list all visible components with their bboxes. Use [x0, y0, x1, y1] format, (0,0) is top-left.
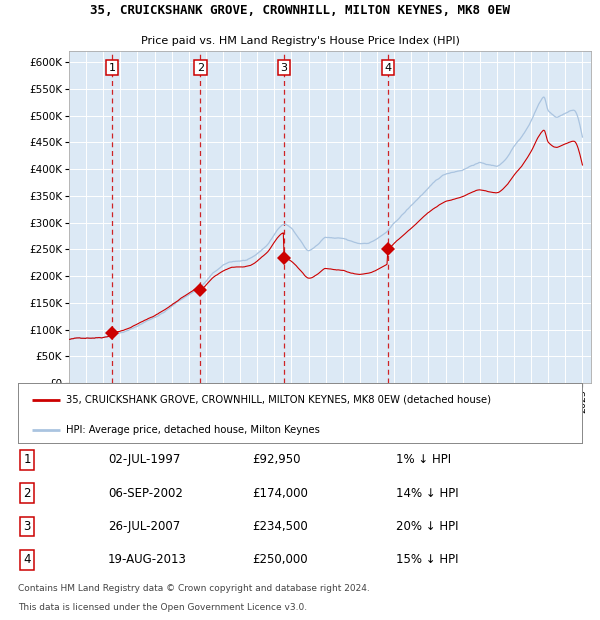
Text: 19-AUG-2013: 19-AUG-2013	[108, 554, 187, 567]
Text: 14% ↓ HPI: 14% ↓ HPI	[396, 487, 458, 500]
Text: 1: 1	[23, 453, 31, 466]
Text: 2: 2	[197, 63, 204, 73]
Text: 02-JUL-1997: 02-JUL-1997	[108, 453, 181, 466]
Text: Price paid vs. HM Land Registry's House Price Index (HPI): Price paid vs. HM Land Registry's House …	[140, 37, 460, 46]
Text: 1% ↓ HPI: 1% ↓ HPI	[396, 453, 451, 466]
Text: 1: 1	[109, 63, 115, 73]
Text: 3: 3	[280, 63, 287, 73]
Text: 2: 2	[23, 487, 31, 500]
Text: 3: 3	[23, 520, 31, 533]
Text: £234,500: £234,500	[252, 520, 308, 533]
Text: This data is licensed under the Open Government Licence v3.0.: This data is licensed under the Open Gov…	[18, 603, 307, 613]
Text: 26-JUL-2007: 26-JUL-2007	[108, 520, 180, 533]
Text: 35, CRUICKSHANK GROVE, CROWNHILL, MILTON KEYNES, MK8 0EW (detached house): 35, CRUICKSHANK GROVE, CROWNHILL, MILTON…	[66, 395, 491, 405]
Text: 4: 4	[23, 554, 31, 567]
Text: 20% ↓ HPI: 20% ↓ HPI	[396, 520, 458, 533]
Text: £174,000: £174,000	[252, 487, 308, 500]
Text: 15% ↓ HPI: 15% ↓ HPI	[396, 554, 458, 567]
Text: £92,950: £92,950	[252, 453, 301, 466]
Text: £250,000: £250,000	[252, 554, 308, 567]
Text: HPI: Average price, detached house, Milton Keynes: HPI: Average price, detached house, Milt…	[66, 425, 320, 435]
Text: 06-SEP-2002: 06-SEP-2002	[108, 487, 183, 500]
Text: 4: 4	[384, 63, 391, 73]
Text: Contains HM Land Registry data © Crown copyright and database right 2024.: Contains HM Land Registry data © Crown c…	[18, 584, 370, 593]
Text: 35, CRUICKSHANK GROVE, CROWNHILL, MILTON KEYNES, MK8 0EW: 35, CRUICKSHANK GROVE, CROWNHILL, MILTON…	[90, 4, 510, 17]
